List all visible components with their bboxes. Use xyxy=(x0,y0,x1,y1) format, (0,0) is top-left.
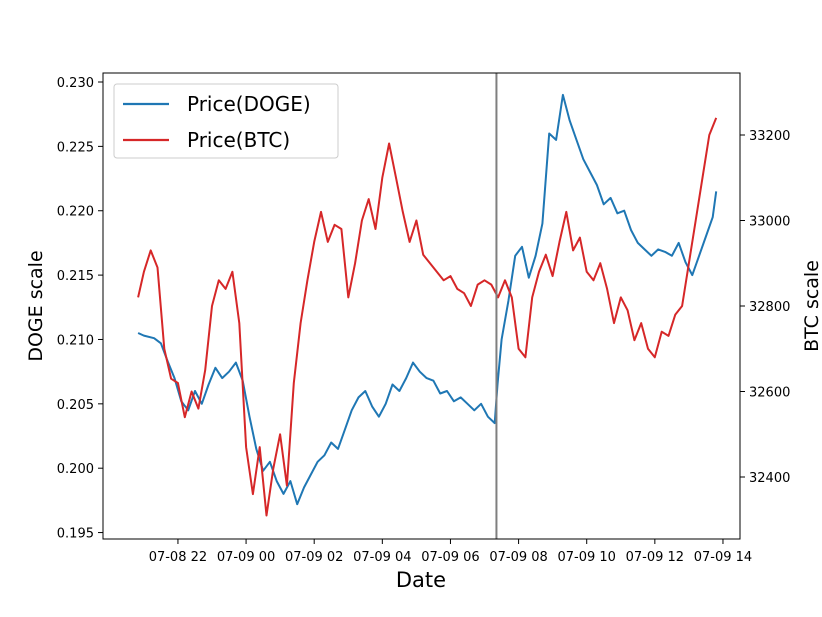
x-tick-label: 07-09 02 xyxy=(285,550,343,565)
y-left-tick-label: 0.225 xyxy=(57,140,94,155)
y-left-tick-label: 0.195 xyxy=(57,527,94,542)
y-right-tick-label: 32400 xyxy=(749,471,790,486)
y-left-tick-label: 0.200 xyxy=(57,462,94,477)
series-line-btc xyxy=(137,117,718,517)
x-tick-label: 07-09 10 xyxy=(557,550,615,565)
legend-label-btc: Price(BTC) xyxy=(187,128,290,152)
y-right-axis-label: BTC scale xyxy=(801,260,822,352)
y-left-axis-label: DOGE scale xyxy=(25,250,47,361)
x-tick-label: 07-09 06 xyxy=(421,550,479,565)
y-left-tick-label: 0.230 xyxy=(57,76,94,91)
x-tick-label: 07-09 00 xyxy=(217,550,275,565)
y-right-tick-label: 32800 xyxy=(749,300,790,315)
x-tick-label: 07-09 14 xyxy=(694,550,752,565)
series-line-doge xyxy=(137,93,718,506)
x-tick-label: 07-09 04 xyxy=(353,550,411,565)
y-left-tick-label: 0.210 xyxy=(57,333,94,348)
x-tick-label: 07-08 22 xyxy=(149,550,207,565)
x-tick-label: 07-09 12 xyxy=(626,550,684,565)
y-left-tick-label: 0.215 xyxy=(57,269,94,284)
y-right-tick-label: 33000 xyxy=(749,214,790,229)
x-tick-label: 07-09 08 xyxy=(489,550,547,565)
x-axis-label: Date xyxy=(396,568,446,592)
legend: Price(DOGE) Price(BTC) xyxy=(113,83,339,159)
y-left-tick-label: 0.205 xyxy=(57,398,94,413)
y-left-tick-label: 0.220 xyxy=(57,205,94,220)
legend-box xyxy=(113,83,339,159)
y-right-tick-label: 32600 xyxy=(749,386,790,401)
legend-label-doge: Price(DOGE) xyxy=(187,92,311,116)
y-right-tick-label: 33200 xyxy=(749,129,790,144)
